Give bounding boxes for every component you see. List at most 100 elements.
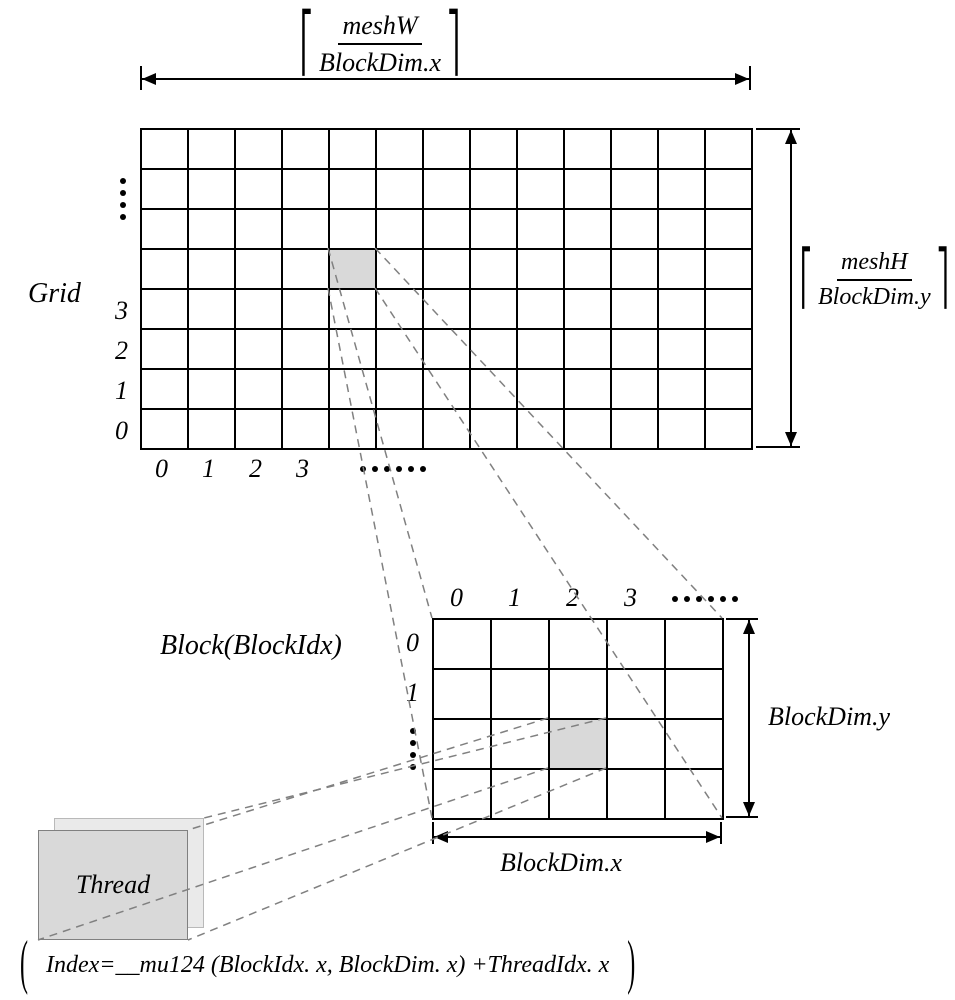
- cell: [329, 209, 376, 249]
- block-label: Block(BlockIdx): [160, 630, 342, 662]
- grid-ytick-2: 2: [115, 336, 128, 366]
- cell: [376, 209, 423, 249]
- block-width-label: BlockDim.x: [500, 848, 622, 878]
- cell: [423, 329, 470, 369]
- cell: [665, 669, 723, 719]
- grid-label: Grid: [28, 278, 81, 310]
- cell: [282, 369, 329, 409]
- cell: [564, 169, 611, 209]
- cell: [188, 209, 235, 249]
- cell: [517, 129, 564, 169]
- cell: [517, 329, 564, 369]
- cell: [705, 249, 752, 289]
- grid-ytick-3: 3: [115, 296, 128, 326]
- right-formula-num: meshH: [837, 248, 912, 281]
- cell: [658, 369, 705, 409]
- cell: [611, 169, 658, 209]
- grid-xtick-3: 3: [296, 454, 309, 484]
- cell: [235, 209, 282, 249]
- cell: [376, 369, 423, 409]
- cell: [470, 209, 517, 249]
- cell: [376, 129, 423, 169]
- right-dim-tick-bot: [756, 446, 800, 448]
- cell: [611, 369, 658, 409]
- cell: [658, 289, 705, 329]
- top-dim-formula: ⎡ meshW BlockDim.x ⎤: [300, 10, 460, 78]
- cell: [491, 619, 549, 669]
- cell: [470, 169, 517, 209]
- cell: [607, 769, 665, 819]
- cell: [491, 669, 549, 719]
- cell: [376, 169, 423, 209]
- cell: [470, 369, 517, 409]
- cell: [282, 129, 329, 169]
- block-x-dots: [672, 596, 738, 602]
- cell: [433, 619, 491, 669]
- cell: [282, 249, 329, 289]
- cell: [549, 619, 607, 669]
- cell: [564, 409, 611, 449]
- cell: [564, 209, 611, 249]
- cell: [517, 289, 564, 329]
- cell: [423, 369, 470, 409]
- highlighted-cell: [329, 249, 376, 289]
- cell: [423, 249, 470, 289]
- cell: [705, 329, 752, 369]
- cell: [329, 289, 376, 329]
- cell: [470, 329, 517, 369]
- cell: [470, 289, 517, 329]
- formula-text: Index=__mu124 (BlockIdx. x, BlockDim. x)…: [46, 952, 609, 978]
- block-bot-arrow: [434, 836, 720, 838]
- cell: [188, 329, 235, 369]
- cell: [188, 289, 235, 329]
- thread-box: Thread: [38, 830, 188, 940]
- cell: [235, 369, 282, 409]
- cell: [549, 769, 607, 819]
- cell: [376, 249, 423, 289]
- grid-xtick-0: 0: [155, 454, 168, 484]
- cell: [141, 289, 188, 329]
- cell: [611, 249, 658, 289]
- cell: [517, 169, 564, 209]
- cell: [705, 129, 752, 169]
- cell: [611, 289, 658, 329]
- cell: [235, 409, 282, 449]
- block-xtick-3: 3: [624, 583, 637, 613]
- cell: [665, 719, 723, 769]
- cell: [491, 769, 549, 819]
- thread-label: Thread: [76, 870, 150, 900]
- cell: [423, 169, 470, 209]
- cell: [282, 289, 329, 329]
- cell: [665, 769, 723, 819]
- cell: [188, 129, 235, 169]
- block-xtick-2: 2: [566, 583, 579, 613]
- block-right-arrow: [748, 620, 750, 816]
- cell: [564, 289, 611, 329]
- cell: [329, 169, 376, 209]
- cell: [517, 209, 564, 249]
- cell: [433, 769, 491, 819]
- block-height-label: BlockDim.y: [768, 702, 890, 732]
- cell: [188, 369, 235, 409]
- grid-y-dots: [120, 178, 126, 220]
- top-formula-den: BlockDim.x: [319, 45, 441, 78]
- block-ytick-1: 1: [406, 678, 419, 708]
- cell: [329, 329, 376, 369]
- block-xtick-0: 0: [450, 583, 463, 613]
- cell: [188, 249, 235, 289]
- cell: [658, 209, 705, 249]
- cell: [235, 169, 282, 209]
- cell: [329, 129, 376, 169]
- cell: [549, 669, 607, 719]
- cell: [517, 409, 564, 449]
- cell: [141, 329, 188, 369]
- cell: [564, 369, 611, 409]
- cell: [141, 369, 188, 409]
- cell: [607, 619, 665, 669]
- cell: [658, 409, 705, 449]
- grid-xtick-1: 1: [202, 454, 215, 484]
- right-formula-den: BlockDim.y: [818, 281, 931, 312]
- cell: [470, 249, 517, 289]
- cell: [658, 129, 705, 169]
- cell: [705, 409, 752, 449]
